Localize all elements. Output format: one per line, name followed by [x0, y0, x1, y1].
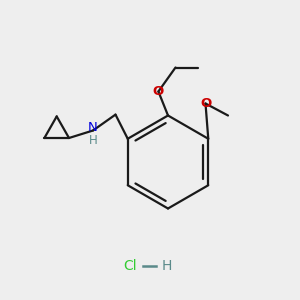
Text: O: O	[153, 85, 164, 98]
Text: H: H	[88, 134, 98, 147]
Text: Cl: Cl	[124, 259, 137, 272]
Text: O: O	[200, 97, 211, 110]
Text: N: N	[88, 121, 98, 134]
Text: H: H	[161, 259, 172, 272]
